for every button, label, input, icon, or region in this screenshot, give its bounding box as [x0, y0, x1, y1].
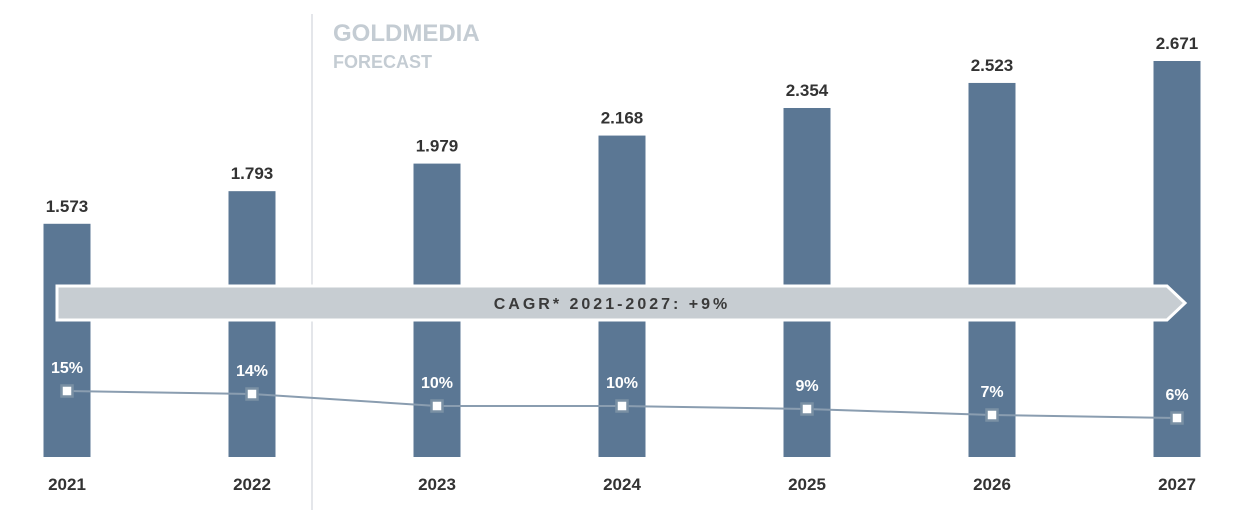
growth-label-2026: 7% — [980, 384, 1003, 401]
year-label-2027: 2027 — [1158, 475, 1196, 494]
year-label-2026: 2026 — [973, 475, 1011, 494]
growth-label-2022: 14% — [236, 363, 268, 380]
growth-label-2025: 9% — [795, 378, 818, 395]
bar-2025 — [783, 107, 831, 457]
year-label-2025: 2025 — [788, 475, 826, 494]
bars-group — [43, 61, 1201, 457]
value-label-2024: 2.168 — [601, 109, 644, 128]
year-label-2022: 2022 — [233, 475, 271, 494]
value-label-2021: 1.573 — [46, 197, 89, 216]
bar-2026 — [968, 82, 1016, 457]
growth-marker-2025 — [800, 402, 814, 416]
cagr-label: CAGR* 2021-2027: +9% — [494, 296, 731, 313]
forecast-title: GOLDMEDIA — [333, 20, 480, 47]
cagr-arrow — [55, 284, 1188, 322]
labels-group: 1.573 2021 1.793 2022 1.979 2023 2.168 2024 2.35… — [46, 34, 1199, 494]
growth-marker-2023 — [430, 399, 444, 413]
value-label-2025: 2.354 — [786, 81, 829, 100]
growth-marker-2024 — [615, 399, 629, 413]
growth-marker-2026 — [985, 408, 999, 422]
year-label-2021: 2021 — [48, 475, 86, 494]
growth-marker-2022 — [245, 387, 259, 401]
growth-group: 15% 14% 10% 10% 9% 7% 6% — [51, 360, 1189, 425]
growth-label-2024: 10% — [606, 375, 638, 392]
year-label-2024: 2024 — [603, 475, 641, 494]
value-label-2027: 2.671 — [1156, 34, 1199, 53]
forecast-subtitle: FORECAST — [333, 52, 432, 72]
growth-marker-2027 — [1170, 411, 1184, 425]
value-label-2022: 1.793 — [231, 164, 274, 183]
year-label-2023: 2023 — [418, 475, 456, 494]
value-label-2026: 2.523 — [971, 56, 1014, 75]
bar-2022 — [228, 191, 276, 457]
growth-label-2023: 10% — [421, 375, 453, 392]
value-label-2023: 1.979 — [416, 137, 459, 156]
growth-marker-2021 — [60, 384, 74, 398]
growth-label-2021: 15% — [51, 360, 83, 377]
bar-2021 — [43, 223, 91, 457]
bar-2027 — [1153, 61, 1201, 457]
growth-label-2027: 6% — [1165, 387, 1188, 404]
